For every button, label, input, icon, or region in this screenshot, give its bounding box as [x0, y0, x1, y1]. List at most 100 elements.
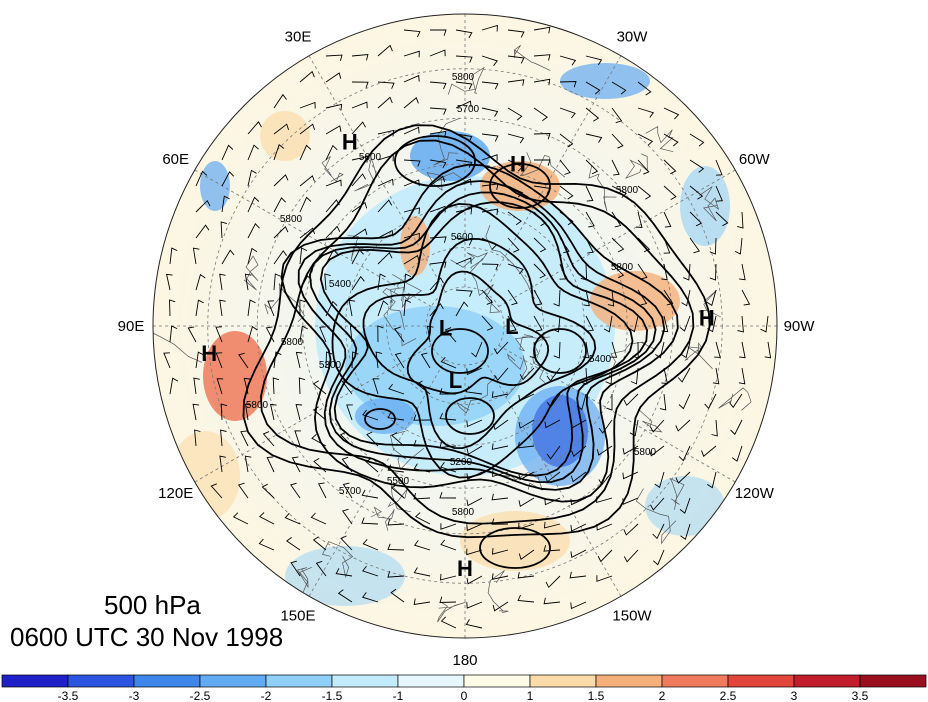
- valid-time: 0600 UTC 30 Nov 1998: [10, 622, 284, 652]
- wind-barb: [622, 497, 639, 505]
- wind-barb: [195, 199, 211, 213]
- wind-barb: [611, 159, 620, 176]
- wind-barb: [533, 263, 546, 279]
- wind-barb: [663, 211, 672, 228]
- wind-barb: [546, 445, 561, 460]
- wind-barb: [259, 512, 275, 525]
- longitude-label: 30W: [617, 29, 649, 46]
- wind-barb: [215, 326, 223, 343]
- wind-barb: [262, 431, 275, 447]
- wind-barb: [291, 456, 301, 473]
- wind-barb: [570, 471, 587, 483]
- coastline: [387, 484, 411, 513]
- height-contour: [260, 139, 695, 525]
- colorbar-label: 0: [461, 689, 468, 702]
- wind-barb: [414, 512, 431, 525]
- anomaly-patch: [200, 161, 230, 211]
- wind-barb: [611, 133, 624, 149]
- wind-barb: [533, 237, 547, 253]
- wind-barb: [507, 237, 520, 253]
- contour-label: 5700: [457, 104, 480, 115]
- closed-contour: [489, 163, 551, 209]
- wind-barb: [455, 55, 473, 63]
- high-pressure-center: H: [342, 130, 358, 155]
- wind-barb: [493, 341, 509, 355]
- wind-barb: [273, 273, 281, 291]
- wind-barb: [466, 445, 483, 455]
- wind-barb: [678, 393, 691, 410]
- wind-barb: [362, 565, 379, 577]
- wind-barb: [507, 159, 524, 172]
- wind-barb: [299, 144, 312, 161]
- wind-barb: [244, 273, 252, 291]
- height-contour: [319, 201, 649, 477]
- wind-barb: [430, 29, 447, 36]
- wind-barb: [663, 133, 679, 147]
- wind-barb: [366, 431, 379, 447]
- wind-barb: [739, 263, 746, 281]
- colorbar-swatch: [199, 674, 267, 688]
- wind-barb: [533, 107, 548, 122]
- wind-barb: [519, 367, 535, 381]
- wind-barb: [598, 471, 613, 486]
- wind-barb: [365, 458, 379, 473]
- wind-barb: [219, 455, 226, 473]
- wind-barb: [346, 404, 353, 421]
- wind-barb: [324, 273, 331, 291]
- height-contour: [308, 191, 657, 484]
- colorbar-label: -3: [129, 689, 140, 702]
- wind-barb: [683, 263, 691, 281]
- coastline: [243, 255, 259, 291]
- wind-barb: [387, 571, 405, 578]
- longitude-label: 150E: [280, 607, 315, 624]
- wind-barb: [325, 179, 342, 187]
- wind-barb: [163, 352, 171, 369]
- wind-barb: [362, 539, 379, 551]
- wind-barb: [623, 523, 639, 536]
- wind-barb: [221, 249, 235, 265]
- wind-barb: [325, 144, 338, 161]
- colorbar-swatch: [793, 674, 861, 688]
- wind-barb: [533, 159, 551, 166]
- wind-barb: [429, 49, 446, 57]
- wind-barb: [455, 100, 472, 109]
- wind-barb: [299, 227, 316, 239]
- longitude-label: 120W: [735, 485, 775, 502]
- wind-barb: [653, 549, 665, 566]
- wind-barb: [570, 549, 587, 558]
- wind-barb: [403, 299, 412, 317]
- wind-barb: [310, 512, 327, 525]
- wind-barb: [507, 55, 525, 64]
- wind-barb: [481, 263, 499, 271]
- wind-barb: [507, 211, 522, 226]
- wind-barb: [455, 257, 472, 265]
- wind-barb: [413, 567, 431, 577]
- wind-barb: [689, 133, 705, 147]
- pressure-centers: H H H H H L L L: [201, 130, 714, 581]
- wind-barb: [585, 55, 603, 66]
- wind-barb: [606, 394, 613, 411]
- wind-barb: [603, 315, 613, 333]
- wind-barb: [195, 224, 210, 239]
- wind-barb: [714, 341, 721, 358]
- wind-barb: [429, 81, 447, 90]
- colorbar-swatch: [859, 674, 927, 688]
- wind-barb: [466, 523, 483, 532]
- wind-barb: [273, 226, 289, 239]
- wind-barb: [559, 159, 571, 175]
- wind-barb: [439, 492, 457, 499]
- longitude-label: 180: [452, 652, 477, 669]
- coastline: [469, 257, 501, 313]
- wind-barb: [559, 185, 574, 200]
- wind-barb: [440, 539, 457, 551]
- wind-barb: [215, 352, 223, 369]
- wind-barb: [403, 273, 412, 291]
- wind-barb: [325, 72, 342, 83]
- wind-barb: [663, 107, 680, 120]
- wind-barb: [741, 289, 751, 306]
- colorbar-swatch: [463, 674, 531, 688]
- wind-barb: [455, 159, 473, 168]
- wind-barb: [299, 299, 306, 317]
- wind-barb: [273, 250, 288, 265]
- anomaly-patch: [170, 431, 240, 521]
